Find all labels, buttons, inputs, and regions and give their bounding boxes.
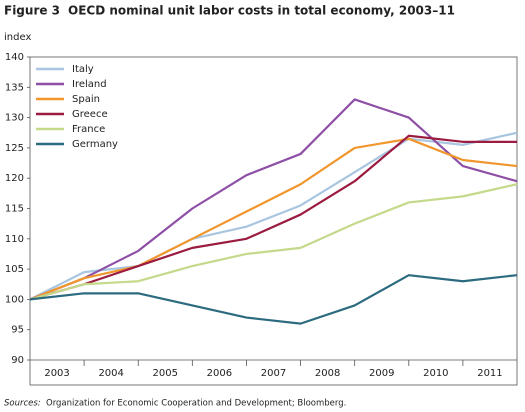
- source-label: Sources:: [4, 399, 41, 409]
- y-tick-label: 105: [5, 264, 24, 275]
- y-tick-label: 110: [5, 234, 24, 245]
- legend-label: Germany: [72, 139, 118, 150]
- figure-label: Figure 3: [4, 4, 60, 18]
- series-line: [29, 274, 518, 325]
- legend-label: Spain: [72, 94, 100, 105]
- legend-label: Italy: [72, 64, 94, 75]
- series-line: [29, 98, 518, 301]
- x-tick-label: 2009: [369, 368, 394, 379]
- legend-label: Greece: [72, 109, 108, 120]
- x-tick-label: 2004: [98, 368, 123, 379]
- y-tick-label: 130: [5, 113, 24, 124]
- x-tick-label: 2003: [44, 368, 69, 379]
- y-tick-label: 135: [5, 82, 24, 93]
- y-tick-label: 125: [5, 143, 24, 154]
- y-tick-label: 95: [11, 325, 24, 336]
- y-tick-label: 140: [5, 52, 24, 63]
- x-tick-label: 2005: [153, 368, 178, 379]
- legend-label: Ireland: [72, 79, 107, 90]
- x-tick-label: 2008: [315, 368, 340, 379]
- x-tick-label: 2010: [423, 368, 448, 379]
- y-tick-label: 100: [5, 294, 24, 305]
- legend-box: [34, 61, 124, 157]
- plot-frame: [29, 56, 518, 386]
- series-line: [29, 137, 518, 301]
- y-tick-label: 90: [11, 355, 24, 366]
- x-tick-label: 2007: [261, 368, 286, 379]
- source: Organization for Economic Cooperation an…: [46, 399, 346, 409]
- legend-label: France: [72, 124, 105, 135]
- x-tick-label: 2011: [477, 368, 502, 379]
- chart-title: OECD nominal unit labor costs in total e…: [68, 4, 455, 18]
- y-tick-label: 120: [5, 173, 24, 184]
- series-line: [29, 134, 517, 301]
- series-line: [29, 183, 518, 301]
- y-axis-label: index: [4, 32, 31, 43]
- x-tick-label: 2006: [207, 368, 232, 379]
- y-tick-label: 115: [5, 204, 24, 215]
